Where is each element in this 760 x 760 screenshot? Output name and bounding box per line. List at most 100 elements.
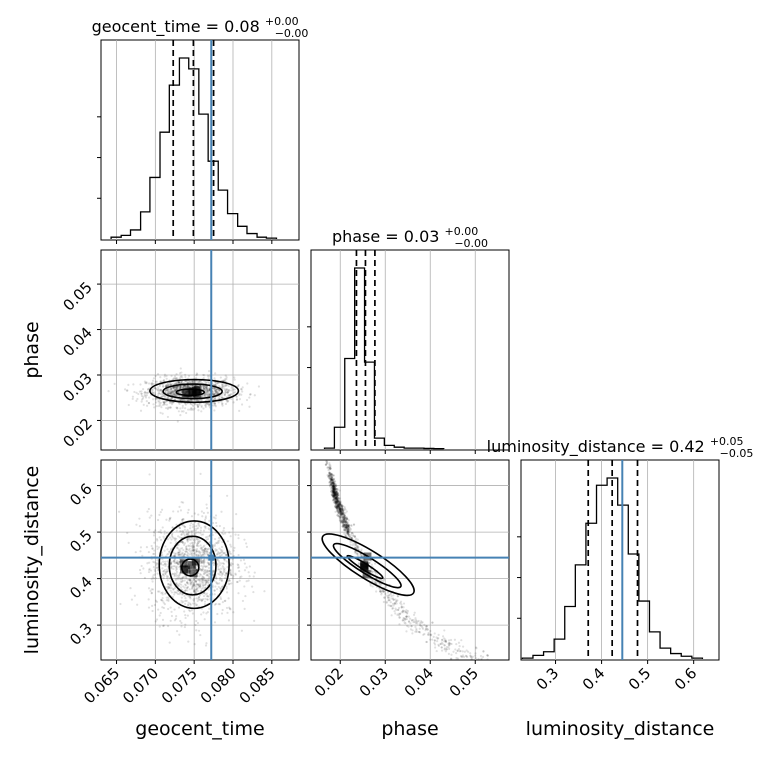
scatter-point [166,624,170,628]
scatter-point [181,385,184,389]
scatter-point [197,545,200,548]
scatter-point [332,489,335,492]
scatter-point [179,367,182,370]
scatter-point [356,544,359,547]
scatter-point [332,501,336,504]
scatter-point [329,472,332,475]
scatter-point [207,392,210,396]
scatter-point [339,509,342,512]
scatter-point [447,642,450,645]
scatter-point [140,564,143,568]
scatter-point [188,588,191,591]
scatter-point [176,510,180,513]
scatter-point [404,610,408,614]
scatter-point [214,372,217,375]
scatter-point [186,581,189,584]
scatter-point [330,476,334,479]
scatter-point [189,602,192,605]
scatter-point [333,496,336,499]
scatter-point [237,537,240,540]
scatter-point [331,484,334,487]
scatter-point [336,497,339,500]
scatter-point [184,614,187,617]
scatter-point [212,563,216,567]
scatter-point [347,519,350,522]
scatter-point [341,505,344,508]
scatter-point [390,604,393,607]
scatter-point [335,500,339,503]
scatter-point [223,378,227,381]
scatter-point [208,607,211,610]
scatter-point [340,505,344,508]
scatter-point [332,484,335,487]
scatter-point [189,582,192,585]
scatter-point [329,473,332,476]
scatter-point [336,510,339,513]
scatter-point [152,377,156,380]
scatter-point [405,618,408,621]
scatter-point [152,530,156,533]
scatter-point [223,393,226,396]
scatter-point [143,576,147,580]
scatter-point [342,523,345,526]
scatter-point [423,632,426,636]
scatter-point [175,630,179,633]
scatter-point [177,398,181,401]
scatter-point [333,493,336,496]
scatter-point [382,590,385,593]
scatter-point [329,464,332,467]
scatter-point [334,505,337,508]
scatter-point [346,525,349,528]
scatter-point [137,392,140,396]
scatter-point [165,570,168,573]
scatter-point [331,484,334,487]
scatter-point [405,630,408,633]
scatter-point [144,395,147,398]
scatter-point [152,398,155,401]
scatter-point [448,644,451,647]
scatter-point [240,403,244,406]
scatter-point [336,504,339,507]
scatter-point [332,496,335,499]
scatter-point [332,483,335,486]
scatter-point [155,405,158,408]
scatter-point [207,380,210,383]
scatter-point [171,391,174,394]
scatter-point [204,393,207,396]
scatter-point [344,520,347,523]
scatter-point [199,568,202,571]
scatter-point [215,390,218,393]
scatter-point [443,637,446,640]
scatter-point [235,580,239,584]
scatter-point [217,389,220,392]
scatter-point [113,382,116,385]
scatter-point [333,488,337,491]
scatter-point [221,404,224,407]
scatter-point [173,382,176,386]
scatter-point [181,551,184,554]
scatter-point [140,390,143,393]
scatter-point [176,385,180,388]
scatter-point [475,647,478,650]
scatter-point [194,399,197,402]
scatter-point [342,526,346,530]
scatter-point [165,599,168,602]
scatter-point [346,517,349,520]
scatter-point [472,662,474,664]
scatter-point [200,579,203,582]
scatter-point [195,597,198,600]
scatter-point [411,618,414,622]
scatter-point [341,507,344,510]
scatter-point [343,529,346,532]
scatter-point [353,535,356,538]
scatter-point [343,523,346,527]
scatter-point [189,581,192,584]
scatter-point [343,517,346,520]
scatter-point [183,594,186,598]
scatter-point [186,386,189,389]
scatter-point [333,486,336,490]
scatter-point [334,490,337,493]
tick-label-luminosity-distance-x: 0.4 [579,664,609,694]
scatter-point [194,591,197,595]
scatter-point [169,584,173,587]
